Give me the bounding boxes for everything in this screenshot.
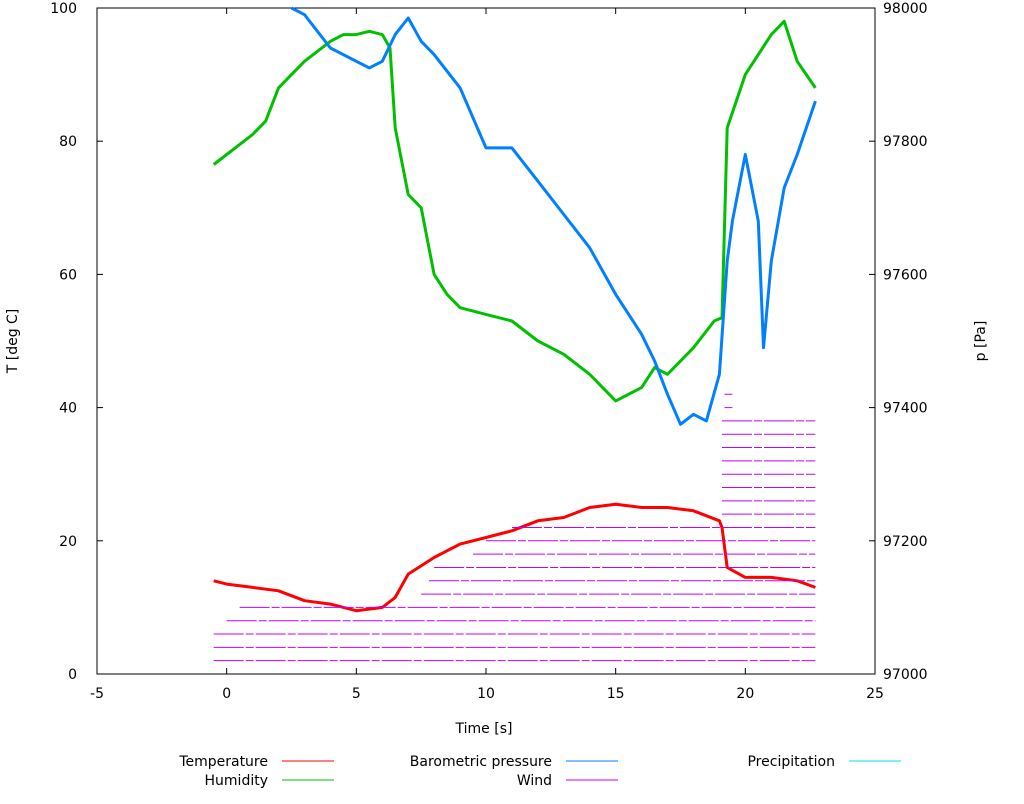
plot-frame [96, 7, 876, 675]
y-tick-label: 80 [59, 134, 77, 150]
x-tick-label: 25 [866, 686, 884, 702]
x-tick-label: 20 [736, 686, 754, 702]
y2-tick-label: 97400 [883, 401, 928, 417]
x-tick-label: 5 [352, 686, 361, 702]
legend-label-barometric-pressure: Barometric pressure [410, 754, 552, 770]
x-tick-label: 10 [477, 686, 495, 702]
y-tick-label: 20 [59, 534, 77, 550]
legend-label-wind: Wind [517, 773, 552, 789]
y-tick-label: 60 [59, 267, 77, 283]
y-tick-label: 40 [59, 401, 77, 417]
barometric-pressure-line [290, 6, 817, 426]
x-tick-label: 15 [607, 686, 625, 702]
x-tick-label: -5 [90, 686, 104, 702]
y2-tick-label: 97600 [883, 267, 928, 283]
y2-tick-label: 97200 [883, 534, 928, 550]
y-tick-label: 100 [50, 1, 77, 17]
y-tick-label: 0 [68, 667, 77, 683]
humidity-line [212, 19, 817, 403]
x-tick-label: 0 [222, 686, 231, 702]
y2-tick-label: 97800 [883, 134, 928, 150]
legend: Temperature Humidity Barometric pressure Wi… [178, 754, 901, 789]
x-axis-label: Time [s] [455, 721, 513, 737]
y2-tick-label: 98000 [883, 1, 928, 17]
y-axis-label: T [deg C] [5, 309, 21, 375]
y2-axis-label: p [Pa] [973, 321, 989, 362]
legend-label-humidity: Humidity [205, 773, 268, 789]
temperature-line [213, 502, 816, 613]
y2-tick-label: 97000 [883, 667, 928, 683]
legend-label-temperature: Temperature [178, 754, 268, 770]
legend-label-precipitation: Precipitation [747, 754, 835, 770]
